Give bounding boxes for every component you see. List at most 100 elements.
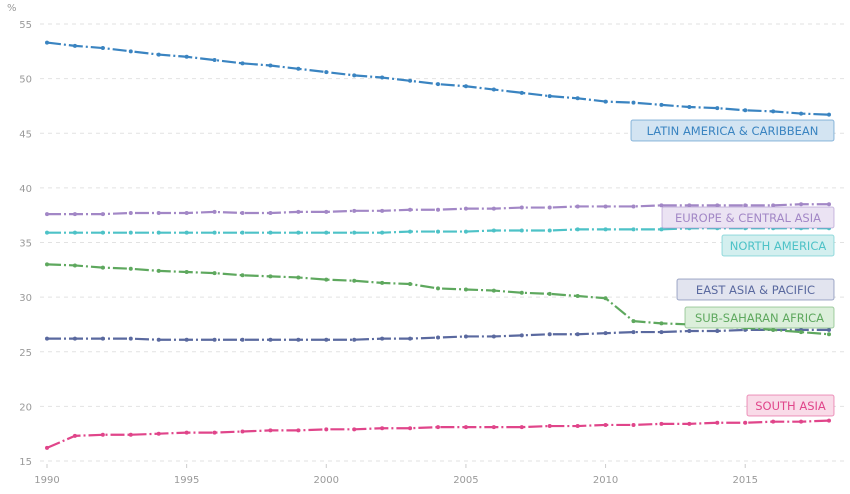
- data-point[interactable]: [380, 280, 385, 285]
- data-point[interactable]: [436, 207, 440, 212]
- data-point[interactable]: [184, 430, 189, 435]
- data-point[interactable]: [240, 211, 245, 216]
- data-point[interactable]: [212, 209, 217, 214]
- data-point[interactable]: [827, 202, 831, 207]
- data-point[interactable]: [519, 205, 524, 210]
- data-point[interactable]: [352, 427, 357, 432]
- data-point[interactable]: [296, 230, 301, 235]
- data-point[interactable]: [436, 425, 440, 430]
- data-point[interactable]: [463, 425, 468, 430]
- data-point[interactable]: [156, 211, 161, 216]
- data-point[interactable]: [575, 96, 580, 101]
- data-point[interactable]: [408, 78, 413, 83]
- data-point[interactable]: [547, 94, 552, 99]
- data-point[interactable]: [240, 230, 245, 235]
- data-point[interactable]: [240, 429, 245, 434]
- data-point[interactable]: [436, 82, 440, 87]
- data-point[interactable]: [575, 332, 580, 337]
- data-point[interactable]: [436, 286, 440, 291]
- data-point[interactable]: [687, 328, 692, 333]
- data-point[interactable]: [771, 419, 776, 424]
- data-point[interactable]: [519, 90, 524, 95]
- data-point[interactable]: [100, 265, 105, 270]
- data-point[interactable]: [408, 336, 413, 341]
- data-point[interactable]: [519, 228, 524, 233]
- data-point[interactable]: [268, 230, 273, 235]
- data-point[interactable]: [72, 336, 77, 341]
- data-point[interactable]: [631, 204, 636, 209]
- data-point[interactable]: [128, 49, 133, 54]
- data-point[interactable]: [715, 203, 720, 208]
- data-point[interactable]: [408, 207, 413, 212]
- data-point[interactable]: [184, 211, 189, 216]
- data-point[interactable]: [603, 99, 608, 104]
- data-point[interactable]: [463, 84, 468, 89]
- data-point[interactable]: [268, 274, 273, 279]
- data-point[interactable]: [212, 337, 217, 342]
- data-point[interactable]: [240, 273, 245, 278]
- data-point[interactable]: [799, 202, 804, 207]
- data-point[interactable]: [519, 425, 524, 430]
- data-point[interactable]: [100, 336, 105, 341]
- data-point[interactable]: [212, 58, 217, 63]
- data-point[interactable]: [659, 321, 664, 326]
- data-point[interactable]: [296, 337, 301, 342]
- data-point[interactable]: [128, 211, 133, 216]
- data-point[interactable]: [184, 337, 189, 342]
- data-point[interactable]: [408, 282, 413, 287]
- data-point[interactable]: [519, 290, 524, 295]
- data-point[interactable]: [547, 228, 552, 233]
- data-point[interactable]: [463, 334, 468, 339]
- data-point[interactable]: [324, 70, 329, 75]
- data-point[interactable]: [156, 230, 161, 235]
- data-point[interactable]: [687, 105, 692, 110]
- data-point[interactable]: [240, 61, 245, 66]
- data-point[interactable]: [659, 330, 664, 335]
- data-point[interactable]: [156, 52, 161, 57]
- data-point[interactable]: [156, 268, 161, 273]
- data-point[interactable]: [659, 227, 664, 232]
- data-point[interactable]: [352, 278, 357, 283]
- data-point[interactable]: [575, 227, 580, 232]
- data-point[interactable]: [436, 335, 440, 340]
- data-point[interactable]: [380, 336, 385, 341]
- data-point[interactable]: [547, 205, 552, 210]
- data-point[interactable]: [603, 422, 608, 427]
- data-point[interactable]: [352, 230, 357, 235]
- data-point[interactable]: [352, 337, 357, 342]
- data-point[interactable]: [463, 206, 468, 211]
- data-point[interactable]: [45, 212, 49, 217]
- data-point[interactable]: [743, 203, 748, 208]
- data-point[interactable]: [491, 288, 496, 293]
- data-point[interactable]: [380, 426, 385, 431]
- data-point[interactable]: [575, 294, 580, 299]
- data-point[interactable]: [324, 427, 329, 432]
- data-point[interactable]: [799, 111, 804, 116]
- data-point[interactable]: [547, 424, 552, 429]
- data-point[interactable]: [603, 227, 608, 232]
- data-point[interactable]: [687, 203, 692, 208]
- data-point[interactable]: [631, 227, 636, 232]
- data-point[interactable]: [715, 106, 720, 111]
- data-point[interactable]: [296, 209, 301, 214]
- data-point[interactable]: [156, 431, 161, 436]
- data-point[interactable]: [128, 230, 133, 235]
- data-point[interactable]: [603, 296, 608, 301]
- data-point[interactable]: [827, 332, 831, 337]
- data-point[interactable]: [380, 75, 385, 80]
- data-point[interactable]: [491, 87, 496, 92]
- data-point[interactable]: [631, 319, 636, 324]
- data-point[interactable]: [72, 433, 77, 438]
- data-point[interactable]: [184, 230, 189, 235]
- data-point[interactable]: [72, 43, 77, 48]
- data-point[interactable]: [324, 337, 329, 342]
- data-point[interactable]: [436, 229, 440, 234]
- data-point[interactable]: [743, 108, 748, 113]
- data-point[interactable]: [799, 330, 804, 335]
- data-point[interactable]: [631, 100, 636, 105]
- data-point[interactable]: [827, 327, 831, 332]
- data-point[interactable]: [45, 40, 49, 45]
- data-point[interactable]: [743, 420, 748, 425]
- data-point[interactable]: [268, 63, 273, 68]
- data-point[interactable]: [631, 422, 636, 427]
